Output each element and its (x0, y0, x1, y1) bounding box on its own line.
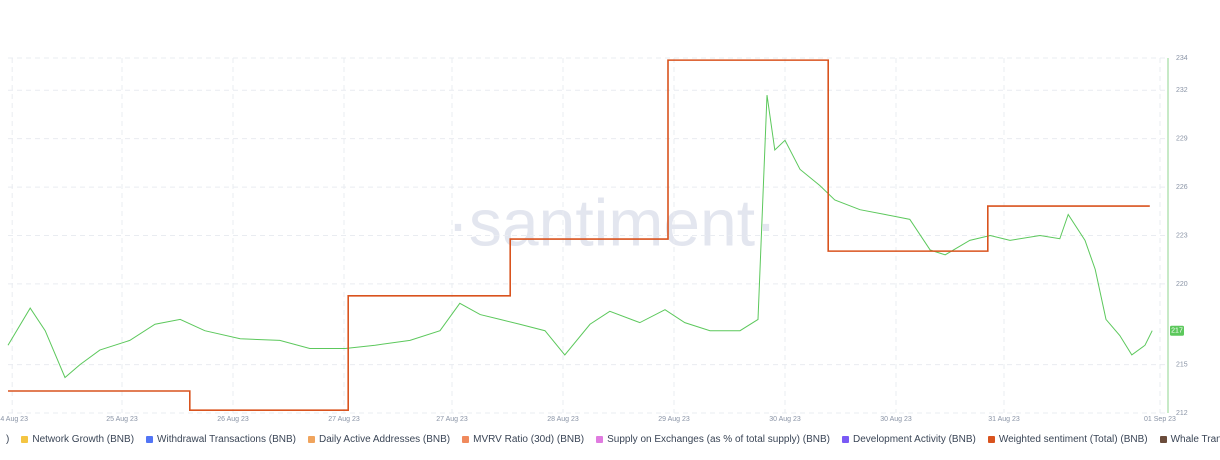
y-tick-label: 226 (1176, 184, 1188, 191)
legend-swatch (1159, 436, 1167, 443)
badge-bg (1170, 325, 1184, 336)
legend-label: Daily Active Addresses (BNB) (318, 434, 451, 445)
legend-item[interactable]: ) (6, 434, 9, 445)
y-tick-label: 234 (1176, 55, 1188, 62)
x-tick-label: 26 Aug 23 (217, 416, 249, 423)
last-value-badge: 217 (1170, 325, 1184, 336)
y-tick-label: 229 (1176, 136, 1188, 143)
legend-item[interactable]: Withdrawal Transactions (BNB) (146, 434, 296, 445)
x-tick-label: 01 Sep 23 (1144, 416, 1176, 423)
legend-item[interactable]: Weighted sentiment (Total) (BNB) (987, 434, 1148, 445)
legend-label: Development Activity (BNB) (853, 434, 976, 445)
badge-label: 217 (1171, 328, 1183, 335)
y-tick-label: 232 (1176, 87, 1188, 94)
y-tick-label: 212 (1176, 410, 1188, 417)
y-tick-label: 223 (1176, 232, 1188, 239)
legend-item[interactable]: Development Activity (BNB) (842, 434, 976, 445)
x-tick-label: 24 Aug 23 (0, 416, 28, 423)
x-tick-label: 29 Aug 23 (658, 416, 690, 423)
x-tick-label: 27 Aug 23 (328, 416, 360, 423)
price-line (7, 95, 1153, 379)
legend-swatch (21, 436, 29, 443)
legend-swatch (307, 436, 315, 443)
sentiment-line (8, 59, 1150, 411)
legend-label: Whale Transaction Count (>100k US (1170, 434, 1220, 445)
legend-label: MVRV Ratio (30d) (BNB) (473, 434, 585, 445)
x-tick-label: 27 Aug 23 (436, 416, 468, 423)
legend-swatch (146, 436, 154, 443)
legend: ) Network Growth (BNB) Withdrawal Transact… (6, 434, 1220, 445)
legend-item[interactable]: Supply on Exchanges (as % of total suppl… (596, 434, 830, 445)
legend-item[interactable]: MVRV Ratio (30d) (BNB) (462, 434, 584, 445)
legend-swatch (987, 436, 995, 443)
y-tick-label: 215 (1176, 361, 1188, 368)
legend-item[interactable]: Daily Active Addresses (BNB) (307, 434, 451, 445)
x-tick-label: 25 Aug 23 (106, 416, 138, 423)
x-tick-label: 31 Aug 23 (988, 416, 1020, 423)
legend-label: Withdrawal Transactions (BNB) (157, 434, 296, 445)
legend-label: Supply on Exchanges (as % of total suppl… (607, 434, 830, 445)
x-tick-label: 30 Aug 23 (769, 416, 801, 423)
x-tick-label: 28 Aug 23 (547, 416, 579, 423)
legend-label: Network Growth (BNB) (32, 434, 135, 445)
legend-swatch (842, 436, 849, 443)
watermark: ·santiment· (447, 185, 777, 259)
legend-swatch (462, 436, 470, 443)
chart: ·santiment· 212 215 220 223 226 229 232 234 24 A… (0, 55, 1188, 423)
legend-label: Weighted sentiment (Total) (BNB) (998, 434, 1148, 445)
legend-label: ) (6, 434, 10, 445)
legend-swatch (596, 436, 604, 443)
legend-item[interactable]: Whale Transaction Count (>100k US (1159, 434, 1220, 445)
legend-item[interactable]: Network Growth (BNB) (21, 434, 134, 445)
x-tick-label: 30 Aug 23 (880, 416, 912, 423)
y-tick-label: 220 (1176, 281, 1188, 288)
